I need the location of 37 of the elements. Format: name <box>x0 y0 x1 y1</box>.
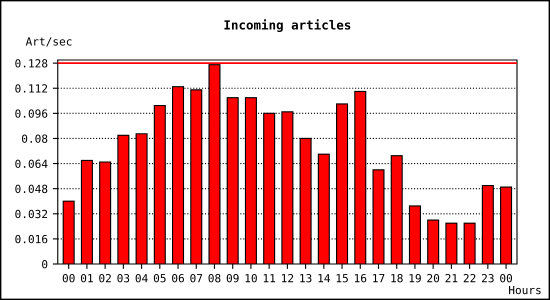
y-tick-label: 0.032 <box>15 210 48 218</box>
y-tick-label: 0.016 <box>15 234 48 244</box>
x-tick-label: 23 <box>482 274 494 282</box>
y-tick-label: 0.08 <box>22 134 48 143</box>
x-tick-label: 00 <box>500 274 512 282</box>
y-tick-label: 0.112 <box>15 84 48 93</box>
x-tick-label: 14 <box>318 274 330 282</box>
y-tick-label: 0.064 <box>15 160 48 168</box>
x-tick-label: 00 <box>62 274 75 282</box>
y-tick-label: 0.128 <box>15 59 48 68</box>
x-tick-label: 22 <box>464 274 476 282</box>
x-tick-label: 02 <box>99 274 111 282</box>
x-tick-label: 04 <box>136 274 148 282</box>
x-tick-label: 09 <box>226 274 239 282</box>
y-tick-label: 0 <box>42 260 48 268</box>
x-tick-label: 06 <box>172 274 184 282</box>
x-tick-label: 21 <box>446 274 458 282</box>
x-tick-label: 16 <box>354 274 366 282</box>
x-tick-label: 13 <box>300 274 312 282</box>
chart-title: Incoming articles <box>224 19 350 32</box>
y-tick-label: 0.048 <box>15 184 48 194</box>
y-axis-title: Art/sec <box>26 37 72 46</box>
x-tick-label: 10 <box>246 274 257 282</box>
x-tick-label: 15 <box>336 274 348 282</box>
x-tick-label: 07 <box>190 274 202 282</box>
x-tick-label: 08 <box>208 274 220 282</box>
x-tick-label: 19 <box>410 274 421 282</box>
x-tick-label: 03 <box>117 274 130 282</box>
x-tick-label: 11 <box>264 274 276 282</box>
y-tick-label: 0.096 <box>15 109 48 118</box>
x-tick-label: 05 <box>154 274 166 282</box>
x-tick-label: 20 <box>427 274 440 282</box>
x-tick-label: 12 <box>282 274 294 282</box>
x-tick-label: 01 <box>80 274 93 282</box>
x-tick-label: 18 <box>391 274 403 282</box>
x-axis-title: Hours <box>509 286 541 294</box>
x-tick-label: 17 <box>373 274 384 282</box>
